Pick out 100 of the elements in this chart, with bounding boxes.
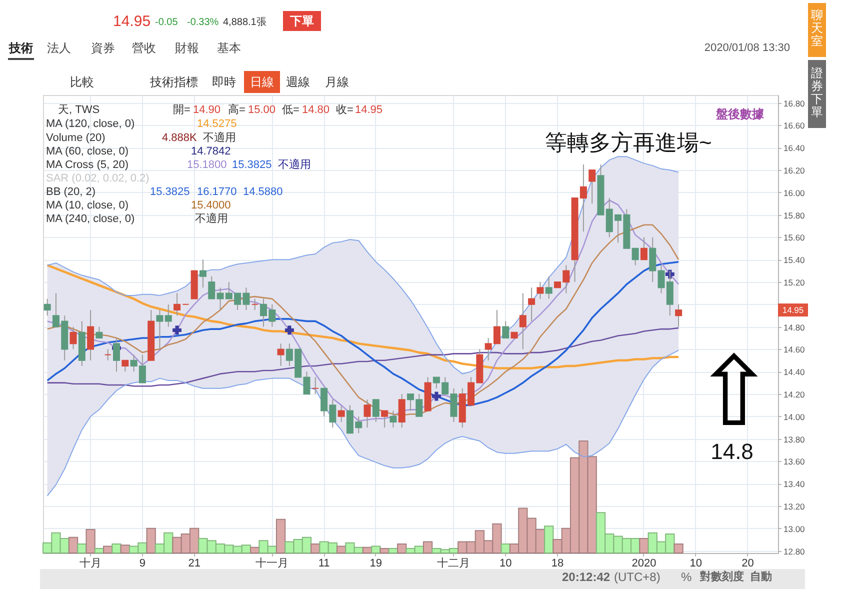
y-tick-label: 13.00 xyxy=(784,524,806,534)
candlestick xyxy=(87,310,94,361)
bar xyxy=(68,536,78,554)
annotation: SAR (0.02, 0.02, 0.2) xyxy=(46,172,150,184)
bar xyxy=(86,528,96,554)
x-tick-label: 10 xyxy=(499,558,512,570)
y-tick-label: 16.40 xyxy=(784,143,806,154)
candlestick xyxy=(70,326,77,350)
annotation: 收= xyxy=(336,104,354,116)
annotation: MA (120, close, 0) xyxy=(46,118,135,130)
annotation: MA Cross (5, 20) xyxy=(46,159,129,171)
candlestick xyxy=(44,298,51,316)
point xyxy=(432,392,441,401)
annotation: 盤後數據 xyxy=(715,107,765,121)
candlestick xyxy=(156,310,164,350)
candlestick xyxy=(381,410,388,428)
candlestick xyxy=(528,287,536,322)
annotation: 14.95 xyxy=(782,305,804,315)
x-tick-label: 十月 xyxy=(80,556,102,570)
candlestick xyxy=(390,410,397,428)
annotation: 16.1770 xyxy=(197,186,237,198)
text: 2020/01/08 13:30 xyxy=(704,42,790,54)
candlestick xyxy=(122,360,129,372)
bar xyxy=(388,548,398,554)
candlestick xyxy=(649,236,656,283)
candlestick xyxy=(208,276,216,300)
x-tick-label: 21 xyxy=(188,558,200,570)
annotation: MA (60, close, 0) xyxy=(46,146,129,158)
annotation: 14.5275 xyxy=(197,118,237,130)
annotation: BB (20, 2) xyxy=(46,186,96,198)
text: 對數刻度 xyxy=(699,570,744,583)
y-tick-label: 12.80 xyxy=(784,546,806,556)
candlestick xyxy=(519,292,526,350)
candlestick xyxy=(632,248,639,266)
candlestick xyxy=(251,298,258,310)
text: 日線 xyxy=(250,75,274,89)
annotation: 天, TWS xyxy=(58,104,100,116)
candlestick xyxy=(174,292,181,316)
annotation: 4.888K xyxy=(162,132,198,144)
bar xyxy=(544,526,554,554)
bar xyxy=(94,548,104,554)
annotation: 15.4000 xyxy=(191,200,231,212)
candlestick xyxy=(372,399,380,422)
annotation: 14.7842 xyxy=(191,146,231,158)
x-tick-label: 9 xyxy=(139,558,146,570)
y-tick-label: 13.20 xyxy=(784,501,806,512)
x-tick-label: 20 xyxy=(742,558,754,570)
text: % xyxy=(681,570,692,584)
text: (UTC+8) xyxy=(614,570,660,584)
x-tick-label: 10 xyxy=(690,558,702,570)
candlestick xyxy=(164,304,172,328)
annotation: 14.95 xyxy=(355,104,383,116)
text: 技術 xyxy=(8,41,33,55)
text: 法人 xyxy=(47,41,71,55)
line-series xyxy=(46,264,680,370)
candlestick xyxy=(312,376,319,394)
text: 下單 xyxy=(289,14,314,28)
bar xyxy=(146,528,156,554)
x-tick-label: 11 xyxy=(318,558,330,570)
annotation: 等轉多方再進場~ xyxy=(545,130,712,155)
annotation: 不適用 xyxy=(203,131,236,144)
y-tick-label: 14.60 xyxy=(784,344,806,355)
text: 即時 xyxy=(212,75,236,89)
y-tick-label: 13.60 xyxy=(784,456,806,467)
candlestick xyxy=(640,236,648,260)
y-tick-label: 16.80 xyxy=(784,98,806,108)
candlestick xyxy=(104,348,112,361)
x-tick-label: 十二月 xyxy=(437,556,470,570)
text: 4,888.1張 xyxy=(223,17,266,28)
y-tick-label: 16.00 xyxy=(784,188,806,198)
text: 基本 xyxy=(217,41,241,55)
y-tick-label: 15.20 xyxy=(784,278,806,288)
y-tick-label: 14.00 xyxy=(784,412,806,422)
y-tick-label: 16.20 xyxy=(784,166,806,176)
candlestick xyxy=(545,276,552,300)
candlestick xyxy=(675,304,682,328)
y-tick-label: 14.80 xyxy=(784,322,806,332)
y-tick-label: 16.60 xyxy=(784,120,806,131)
bar xyxy=(397,544,407,554)
text: 比較 xyxy=(70,75,94,89)
annotation: 不適用 xyxy=(278,158,311,171)
candlestick xyxy=(199,259,206,288)
candlestick xyxy=(536,282,544,300)
candlestick xyxy=(398,393,406,428)
text: 技術指標 xyxy=(149,75,198,89)
y-tick-label: 14.20 xyxy=(784,389,806,400)
bar xyxy=(120,544,130,554)
bar xyxy=(380,548,390,554)
line-series xyxy=(46,350,680,496)
text: 財報 xyxy=(175,41,199,55)
line-series xyxy=(46,327,680,387)
x-tick-label: 18 xyxy=(551,558,564,570)
text: 聊天室 xyxy=(811,8,823,48)
candlestick xyxy=(364,399,371,428)
line-series xyxy=(46,156,680,374)
x-tick-label: 19 xyxy=(370,558,382,570)
annotation: 15.1800 xyxy=(187,159,227,171)
point xyxy=(172,326,182,335)
annotation: 開= xyxy=(173,104,190,116)
annotation: 不適用 xyxy=(195,212,228,225)
